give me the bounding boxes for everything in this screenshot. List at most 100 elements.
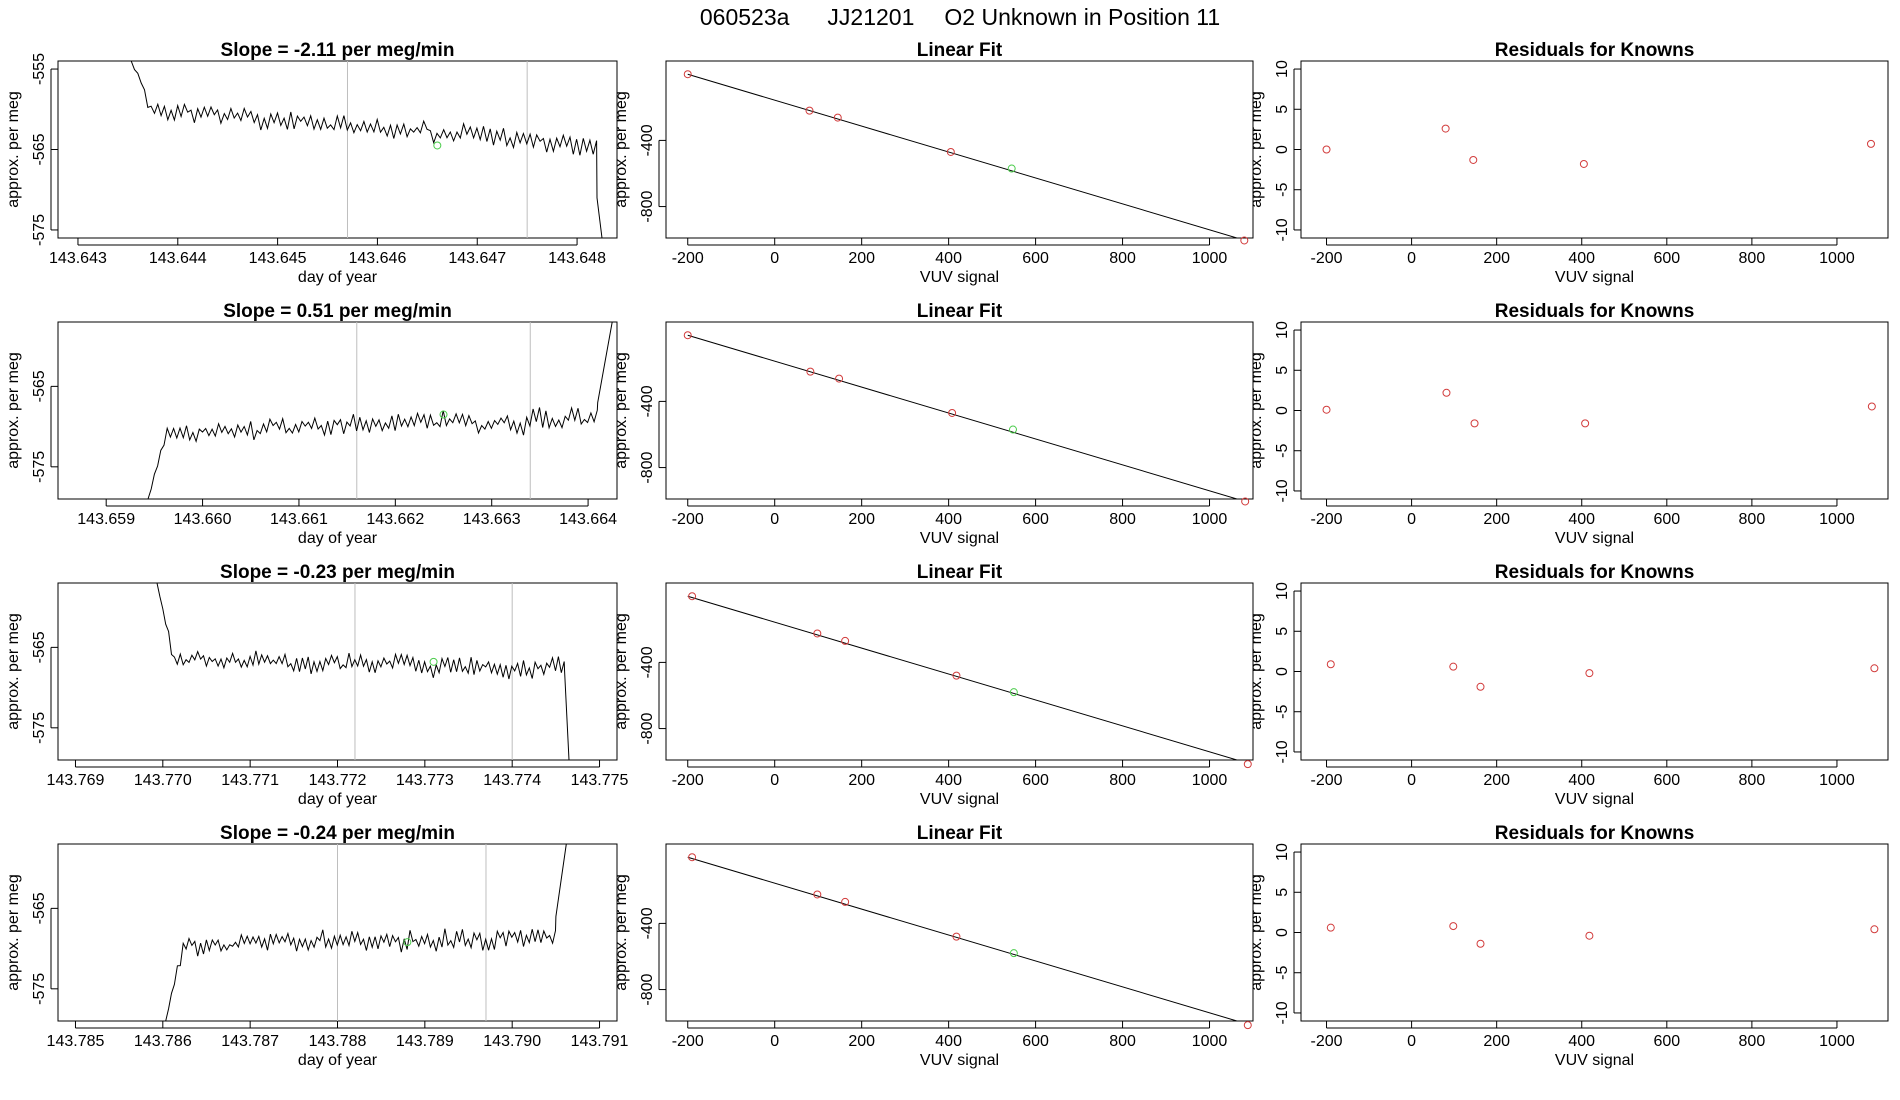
fit-r2-xtick-label: 400	[935, 511, 962, 528]
residuals-r3-xtick-label: 200	[1483, 772, 1510, 789]
residuals-r1-ytick-label: 5	[1274, 105, 1291, 114]
fit-r2-ytick-label: -400	[639, 385, 656, 417]
timeseries-r1-xlabel: day of year	[298, 269, 378, 286]
fit-r1-xtick-label: 1000	[1192, 250, 1228, 267]
fit-r1-xtick-label: 200	[848, 250, 875, 267]
residuals-r4-residual-point	[1449, 922, 1458, 931]
residuals-r4: -200 0 200 400 600 800 1000 10 5 0 -5 -10 Residuals …	[1248, 823, 1889, 1069]
timeseries-r1-xtick-label: 143.646	[349, 250, 407, 267]
fit-r2-xlabel: VUV signal	[920, 530, 999, 547]
fit-r1: -200 0 200 400 600 800 1000 -400 -800 Linear Fit V…	[613, 40, 1254, 286]
residuals-r3-ytick-label: -10	[1274, 740, 1291, 763]
residuals-r2-ylabel: approx. per meg	[1248, 352, 1265, 469]
fit-r2-xtick-label: 0	[770, 511, 779, 528]
fit-r1-xtick-label: 600	[1022, 250, 1049, 267]
figure-run-id: 060523a	[700, 4, 790, 30]
fit-r3-fit-line	[687, 595, 1239, 760]
fit-r3-unknown-point	[1009, 688, 1018, 697]
fit-r4-xtick-label: 0	[770, 1033, 779, 1050]
residuals-r4-ytick-label: -5	[1274, 966, 1291, 980]
timeseries-r3-xtick-label: 143.771	[221, 772, 279, 789]
fit-r1-ytick-label: -400	[639, 124, 656, 156]
fit-r2-ytick-label: -800	[639, 451, 656, 483]
fit-r4-title: Linear Fit	[917, 823, 1003, 844]
fit-r3-ytick-label: -400	[639, 646, 656, 678]
fit-r2-xtick-label: 800	[1109, 511, 1136, 528]
timeseries-r4-xtick-label: 143.785	[47, 1033, 105, 1050]
fit-r3-known-point	[1243, 760, 1252, 769]
residuals-r3-ytick-label: 10	[1274, 582, 1291, 600]
fit-r4-known-point	[1243, 1021, 1252, 1030]
residuals-r1-xtick-label: 400	[1568, 250, 1595, 267]
fit-r2-title: Linear Fit	[917, 301, 1003, 322]
residuals-r3-ytick-label: 5	[1274, 627, 1291, 636]
residuals-r2-xtick-label: -200	[1311, 511, 1343, 528]
timeseries-r4-xtick-label: 143.786	[134, 1033, 192, 1050]
figure-description: O2 Unknown in Position 11	[944, 4, 1220, 30]
residuals-r2-xtick-label: 400	[1568, 511, 1595, 528]
fit-r3-known-point	[952, 671, 961, 680]
fit-r4-fit-line	[687, 856, 1239, 1021]
residuals-r4-box	[1300, 843, 1889, 1022]
timeseries-r1-ylabel: approx. per meg	[5, 91, 22, 208]
timeseries-r1-series-line	[127, 61, 603, 238]
residuals-r1-ytick-label: -5	[1274, 183, 1291, 197]
timeseries-r3-title: Slope = -0.23 per meg/min	[220, 562, 455, 583]
fit-r2-fit-line	[687, 334, 1239, 499]
residuals-r4-xlabel: VUV signal	[1555, 1052, 1634, 1069]
fit-r3-box	[665, 582, 1254, 761]
residuals-r2-xtick-label: 200	[1483, 511, 1510, 528]
residuals-r3: -200 0 200 400 600 800 1000 10 5 0 -5 -10 Residuals …	[1248, 562, 1889, 808]
residuals-r1-xtick-label: 1000	[1819, 250, 1855, 267]
timeseries-r1-xtick-label: 143.643	[49, 250, 107, 267]
residuals-r3-ytick-label: 0	[1274, 667, 1291, 676]
timeseries-r4-xtick-label: 143.788	[309, 1033, 367, 1050]
fit-r3: -200 0 200 400 600 800 1000 -400 -800 Linear Fit V…	[613, 562, 1254, 808]
timeseries-r3-xtick-label: 143.772	[309, 772, 367, 789]
timeseries-r4-ytick-label: -575	[31, 973, 48, 1005]
timeseries-r2-ytick-label: -565	[31, 370, 48, 402]
residuals-r3-residual-point	[1476, 682, 1485, 691]
timeseries-r3-xlabel: day of year	[298, 791, 378, 808]
timeseries-r4-xlabel: day of year	[298, 1052, 378, 1069]
fit-r4-xtick-label: 200	[848, 1033, 875, 1050]
fit-r3-ylabel: approx. per meg	[613, 613, 630, 730]
fit-r4-unknown-point	[1009, 949, 1018, 958]
timeseries-r1-ytick-label: -555	[31, 53, 48, 85]
fit-r1-box	[665, 60, 1254, 239]
residuals-r4-xtick-label: 600	[1653, 1033, 1680, 1050]
timeseries-r2-xtick-label: 143.662	[366, 511, 424, 528]
residuals-r3-xtick-label: 1000	[1819, 772, 1855, 789]
fit-r1-ytick-label: -800	[639, 190, 656, 222]
timeseries-r3-ylabel: approx. per meg	[5, 613, 22, 730]
timeseries-r1-unknown-marker	[433, 141, 442, 150]
residuals-r2-xtick-label: 800	[1739, 511, 1766, 528]
fit-r1-known-point	[833, 113, 842, 122]
fit-r3-title: Linear Fit	[917, 562, 1003, 583]
timeseries-r1-xtick-label: 143.648	[548, 250, 606, 267]
residuals-r4-xtick-label: -200	[1311, 1033, 1343, 1050]
timeseries-r2-xtick-label: 143.659	[77, 511, 135, 528]
timeseries-r3-unknown-marker	[429, 657, 438, 666]
fit-r2-known-point	[1241, 497, 1250, 506]
residuals-r3-xtick-label: 600	[1653, 772, 1680, 789]
residuals-r4-ytick-label: -10	[1274, 1001, 1291, 1024]
fit-r1-known-point	[683, 70, 692, 79]
fit-r1-xtick-label: 0	[770, 250, 779, 267]
timeseries-r2-unknown-marker	[439, 410, 448, 419]
residuals-r4-xtick-label: 200	[1483, 1033, 1510, 1050]
residuals-r1: -200 0 200 400 600 800 1000 10 5 0 -5 -10 Residuals …	[1248, 40, 1889, 286]
fit-r1-known-point	[805, 106, 814, 115]
timeseries-r4: 143.785 143.786 143.787 143.788 143.789 143.7…	[5, 823, 629, 1069]
residuals-r1-xlabel: VUV signal	[1555, 269, 1634, 286]
timeseries-r3-xtick-label: 143.773	[396, 772, 454, 789]
timeseries-r4-title: Slope = -0.24 per meg/min	[220, 823, 455, 844]
fit-r1-fit-line	[687, 73, 1239, 238]
residuals-r2-ytick-label: -10	[1274, 479, 1291, 502]
timeseries-r2-box	[57, 321, 618, 500]
residuals-r3-ytick-label: -5	[1274, 705, 1291, 719]
fit-r4-ytick-label: -800	[639, 973, 656, 1005]
residuals-r2-residual-point	[1867, 402, 1876, 411]
residuals-r1-xtick-label: 200	[1483, 250, 1510, 267]
fit-r2-xtick-label: 600	[1022, 511, 1049, 528]
